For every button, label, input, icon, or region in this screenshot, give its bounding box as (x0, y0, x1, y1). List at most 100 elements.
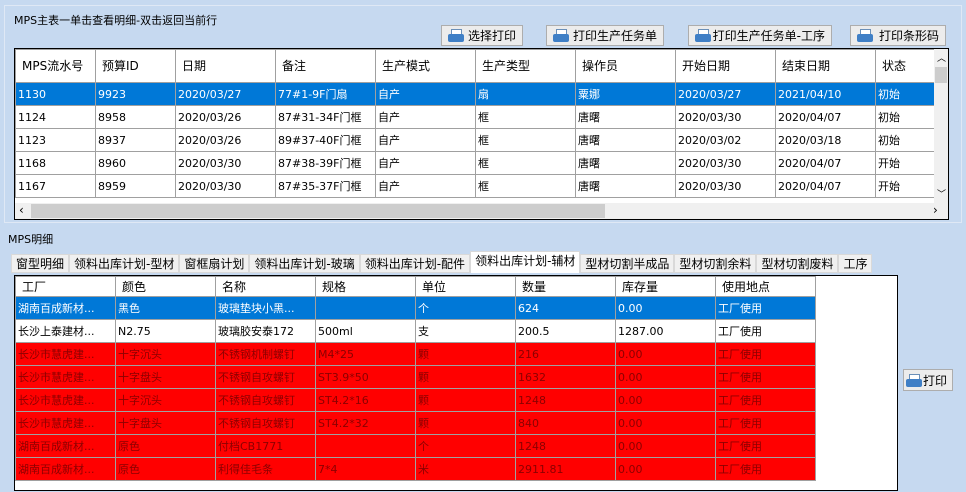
table-cell: 216 (515, 342, 616, 366)
table-cell: 2020/03/02 (675, 128, 776, 152)
table-cell: 颗 (415, 388, 516, 412)
scroll-left-icon[interactable]: ‹ (19, 203, 24, 217)
print-task-process-button[interactable]: 打印生产任务单-工序 (688, 25, 832, 46)
print-barcode-button[interactable]: 打印条形码 (850, 25, 946, 46)
table-cell: 不锈钢自攻螺钉 (215, 411, 316, 435)
table-cell: 200.5 (515, 319, 616, 343)
column-header[interactable]: 名称 (215, 276, 316, 297)
table-cell: 2911.81 (515, 457, 616, 481)
table-cell: 框 (475, 151, 576, 175)
table-cell: 工厂使用 (715, 411, 816, 435)
table-cell: 工厂使用 (715, 434, 816, 458)
table-cell: 自产 (375, 105, 476, 129)
select-print-button[interactable]: 选择打印 (441, 25, 523, 46)
table-cell: 十字盘头 (115, 365, 216, 389)
column-header[interactable]: 生产模式 (375, 49, 476, 83)
table-cell: 自产 (375, 82, 476, 106)
tab[interactable]: 窗型明细 (11, 254, 70, 273)
tab[interactable]: 工序 (838, 254, 873, 273)
column-header[interactable]: 单位 (415, 276, 516, 297)
table-cell: 玻璃垫块小黑... (215, 296, 316, 320)
tab[interactable]: 窗框扇计划 (179, 254, 250, 273)
table-cell: 框 (475, 105, 576, 129)
table-row[interactable]: 长沙市慧虎建... 十字盘头 不锈钢自攻螺钉 ST4.2*32 颗 840 0.00 工厂使用 (15, 411, 816, 435)
table-cell: 工厂使用 (715, 296, 816, 320)
column-header[interactable]: 日期 (175, 49, 276, 83)
table-cell: 8937 (95, 128, 176, 152)
column-header[interactable]: 数量 (515, 276, 616, 297)
scroll-down-icon[interactable]: ﹀ (937, 190, 947, 200)
table-row[interactable]: 1168 8960 2020/03/30 87#38-39F门框 自产框唐曙 2020/0… (15, 151, 936, 175)
column-header[interactable]: 备注 (275, 49, 376, 83)
table-row[interactable]: 1124 8958 2020/03/26 87#31-34F门框 自产框唐曙 2020/0… (15, 105, 936, 129)
column-header[interactable]: 状态 (875, 49, 936, 83)
table-cell: 2020/03/18 (775, 128, 876, 152)
column-header[interactable]: 颜色 (115, 276, 216, 297)
table-row[interactable]: 1167 8959 2020/03/30 87#35-37F门框 自产框唐曙 2020/0… (15, 174, 936, 198)
table-cell (315, 434, 416, 458)
tab[interactable]: 领料出库计划-辅材 (470, 251, 581, 273)
table-cell: 长沙市慧虎建... (15, 388, 116, 412)
column-header[interactable]: 生产类型 (475, 49, 576, 83)
vertical-scrollbar[interactable]: ︿ ﹀ (934, 49, 948, 203)
table-row[interactable]: 长沙市慧虎建... 十字盘头 不锈钢自攻螺钉 ST3.9*50 颗 1632 0.00 工厂使… (15, 365, 816, 389)
printer-icon (553, 29, 569, 42)
horizontal-scrollbar[interactable]: ‹ › (15, 203, 948, 219)
table-cell: 2020/03/27 (675, 82, 776, 106)
table-cell: 2020/03/26 (175, 128, 276, 152)
table-cell: 0.00 (615, 365, 716, 389)
column-header[interactable]: 使用地点 (715, 276, 816, 297)
table-cell: 长沙市慧虎建... (15, 342, 116, 366)
print-task-button[interactable]: 打印生产任务单 (546, 25, 664, 46)
tab[interactable]: 型材切割余料 (674, 254, 757, 273)
table-row[interactable]: 1123 8937 2020/03/26 89#37-40F门框 自产框唐曙 2020/0… (15, 128, 936, 152)
printer-icon (857, 29, 873, 42)
scroll-right-icon[interactable]: › (933, 203, 938, 217)
table-cell: 2020/04/07 (775, 151, 876, 175)
column-header[interactable]: 结束日期 (775, 49, 876, 83)
table-cell: ST4.2*32 (315, 411, 416, 435)
printer-icon (906, 373, 922, 387)
master-title: MPS主表一单击查看明细-双击返回当前行 (14, 14, 218, 27)
column-header[interactable]: 库存量 (615, 276, 716, 297)
table-row[interactable]: 长沙市慧虎建... 十字沉头 不锈钢机制螺钉 M4*25 颗 216 0.00 工厂使用 (15, 342, 816, 366)
printer-icon (448, 29, 464, 42)
tab[interactable]: 型材切割废料 (756, 254, 839, 273)
mps-master-grid[interactable]: MPS流水号 预算ID 日期 备注 生产模式 生产类型 操作员 开始日期 结束日期 状态 1130 9… (14, 48, 949, 220)
table-cell: 唐曙 (575, 174, 676, 198)
column-header[interactable]: 操作员 (575, 49, 676, 83)
column-header[interactable]: 规格 (315, 276, 416, 297)
table-cell: 0.00 (615, 388, 716, 412)
table-cell: 黑色 (115, 296, 216, 320)
tab[interactable]: 领料出库计划-配件 (359, 254, 471, 273)
table-cell: 个 (415, 296, 516, 320)
button-label: 选择打印 (467, 29, 516, 43)
table-cell: 1632 (515, 365, 616, 389)
table-row[interactable]: 湖南百成新材... 原色 付档CB1771 个 1248 0.00 工厂使用 (15, 434, 816, 458)
button-label: 打印生产任务单 (572, 29, 657, 43)
table-row[interactable]: 1130 9923 2020/03/27 77#1-9F门扇 自产扇粟娜 2020/03/… (15, 82, 936, 106)
tab[interactable]: 领料出库计划-玻璃 (249, 254, 360, 273)
table-cell: 十字沉头 (115, 342, 216, 366)
column-header[interactable]: MPS流水号 (15, 49, 96, 83)
detail-grid[interactable]: 工厂 颜色 名称 规格 单位 数量 库存量 使用地点 湖南百成新材... 黑色 玻璃垫块小黑... 个… (14, 275, 898, 491)
tab[interactable]: 型材切割半成品 (580, 254, 675, 273)
column-header[interactable]: 工厂 (15, 276, 116, 297)
table-cell (315, 296, 416, 320)
table-cell: 工厂使用 (715, 457, 816, 481)
table-cell: 开始 (875, 151, 936, 175)
scroll-up-icon[interactable]: ︿ (937, 54, 947, 64)
table-cell: 工厂使用 (715, 342, 816, 366)
tab[interactable]: 领料出库计划-型材 (69, 254, 180, 273)
table-row[interactable]: 湖南百成新材... 黑色 玻璃垫块小黑... 个 624 0.00 工厂使用 (15, 296, 816, 320)
table-cell: 初始 (875, 82, 936, 106)
print-button[interactable]: 打印 (903, 369, 953, 391)
table-cell: 不锈钢机制螺钉 (215, 342, 316, 366)
table-cell: 开始 (875, 174, 936, 198)
table-row[interactable]: 湖南百成新材... 原色 利得佳毛条 7*4 米 2911.81 0.00 工厂使用 (15, 457, 816, 481)
column-header[interactable]: 预算ID (95, 49, 176, 83)
table-row[interactable]: 长沙上泰建材... N2.75 玻璃胶安泰172 500ml 支 200.5 1287.00… (15, 319, 816, 343)
column-header[interactable]: 开始日期 (675, 49, 776, 83)
table-row[interactable]: 长沙市慧虎建... 十字沉头 不锈钢自攻螺钉 ST4.2*16 颗 1248 0.00 工厂使… (15, 388, 816, 412)
table-cell: 长沙上泰建材... (15, 319, 116, 343)
